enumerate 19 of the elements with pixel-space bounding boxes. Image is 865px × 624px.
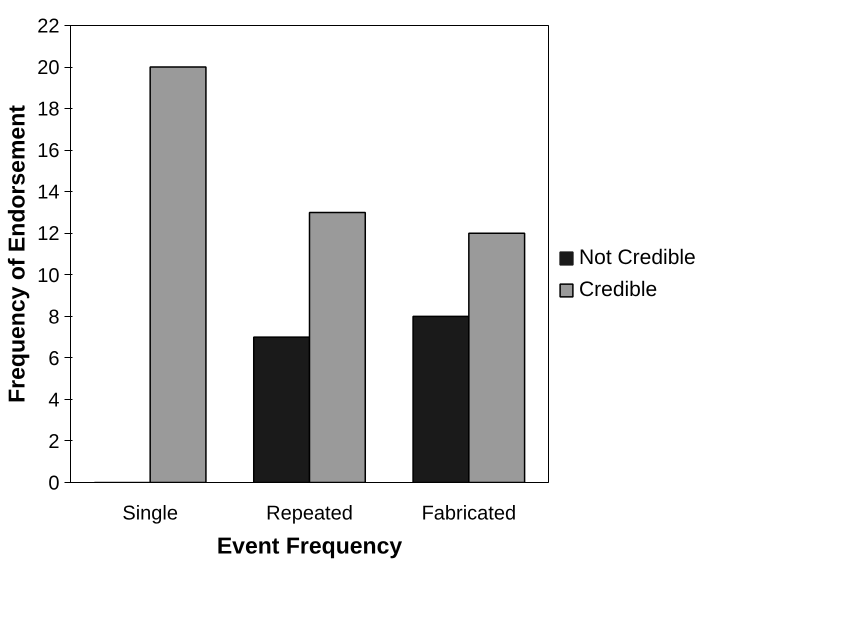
y-tick-label: 10 [37, 264, 60, 287]
y-tick-label: 2 [48, 430, 60, 453]
x-tick-label: Single [122, 502, 178, 524]
x-tick-label: Fabricated [422, 502, 516, 524]
x-axis-title: Event Frequency [216, 532, 402, 558]
x-tick-label: Repeated [266, 502, 353, 524]
y-tick-label: 0 [48, 472, 60, 494]
y-tick-label: 20 [37, 57, 60, 80]
y-tick-label: 4 [48, 389, 60, 412]
y-tick-label: 6 [48, 348, 60, 370]
y-tick-label: 22 [37, 16, 60, 38]
y-tick-label: 12 [37, 223, 60, 246]
y-axis-title: Frequency of Endorsement [3, 104, 30, 403]
y-tick-label: 18 [37, 98, 60, 121]
legend-label: Not Credible [579, 246, 696, 270]
y-tick-label: 16 [37, 140, 60, 162]
y-tick-label: 8 [48, 306, 60, 328]
y-tick-label: 14 [37, 182, 60, 204]
legend-label: Credible [579, 278, 658, 302]
